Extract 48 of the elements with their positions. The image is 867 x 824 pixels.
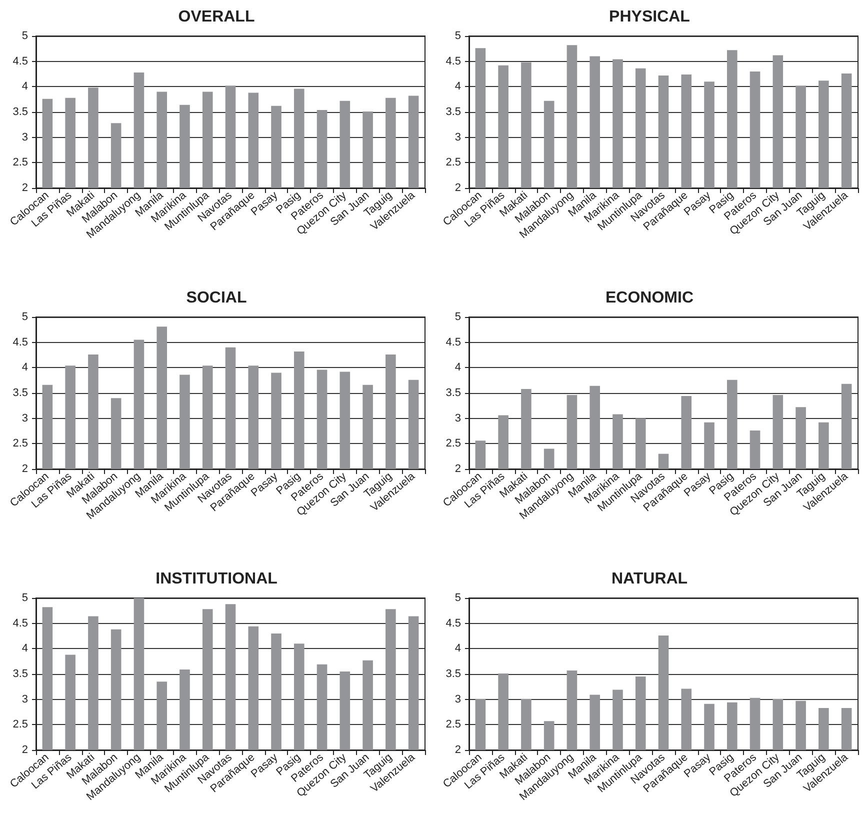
y-tick-label: 2.5 [446,156,461,169]
y-tick-label: 3.5 [446,668,461,680]
y-tick-label: 2 [454,744,461,756]
y-tick-label: 4 [454,80,461,93]
y-tick-label: 2.5 [12,156,28,169]
y-tick-label: 5 [454,311,461,323]
y-tick-label: 2 [22,182,28,194]
chart-title: OVERALL [178,8,255,26]
y-tick-label: 3 [22,131,28,144]
y-tick-label: 4 [22,642,28,655]
y-tick-label: 2 [22,463,28,475]
y-tick-label: 4 [22,80,28,93]
y-tick-label: 3 [454,131,461,144]
chart-title: NATURAL [611,570,688,588]
y-tick-label: 3 [454,693,461,706]
y-tick-label: 3 [22,693,28,706]
y-tick-label: 3 [454,412,461,424]
y-tick-label: 4.5 [12,617,28,630]
y-tick-label: 2.5 [446,438,461,450]
y-tick-label: 3.5 [446,387,461,399]
y-tick-label: 5 [454,30,461,42]
y-tick-label: 2.5 [12,718,28,731]
y-tick-label: 5 [22,311,28,323]
y-tick-label: 4 [22,362,28,374]
y-tick-label: 3.5 [446,106,461,118]
y-tick-label: 4 [454,642,461,655]
chart-title: SOCIAL [186,290,247,306]
y-tick-label: 3.5 [12,668,28,680]
y-tick-label: 5 [454,592,461,604]
y-tick-label: 2 [454,182,461,194]
y-tick-label: 2.5 [446,718,461,731]
y-tick-label: 4.5 [446,336,461,348]
y-tick-label: 2 [22,744,28,756]
y-tick-label: 4.5 [12,336,28,348]
y-tick-label: 2.5 [12,438,28,450]
y-tick-label: 5 [22,30,28,42]
y-tick-label: 3.5 [12,106,28,118]
chart-title: INSTITUTIONAL [156,570,278,588]
y-tick-label: 4.5 [446,55,461,68]
y-tick-label: 4.5 [12,55,28,68]
chart-title: ECONOMIC [606,290,694,306]
y-tick-label: 4 [454,362,461,374]
y-tick-label: 4.5 [446,617,461,630]
chart-title: PHYSICAL [609,8,690,26]
y-tick-label: 5 [22,592,28,604]
y-tick-label: 2 [454,463,461,475]
y-tick-label: 3.5 [12,387,28,399]
y-tick-label: 3 [22,412,28,424]
